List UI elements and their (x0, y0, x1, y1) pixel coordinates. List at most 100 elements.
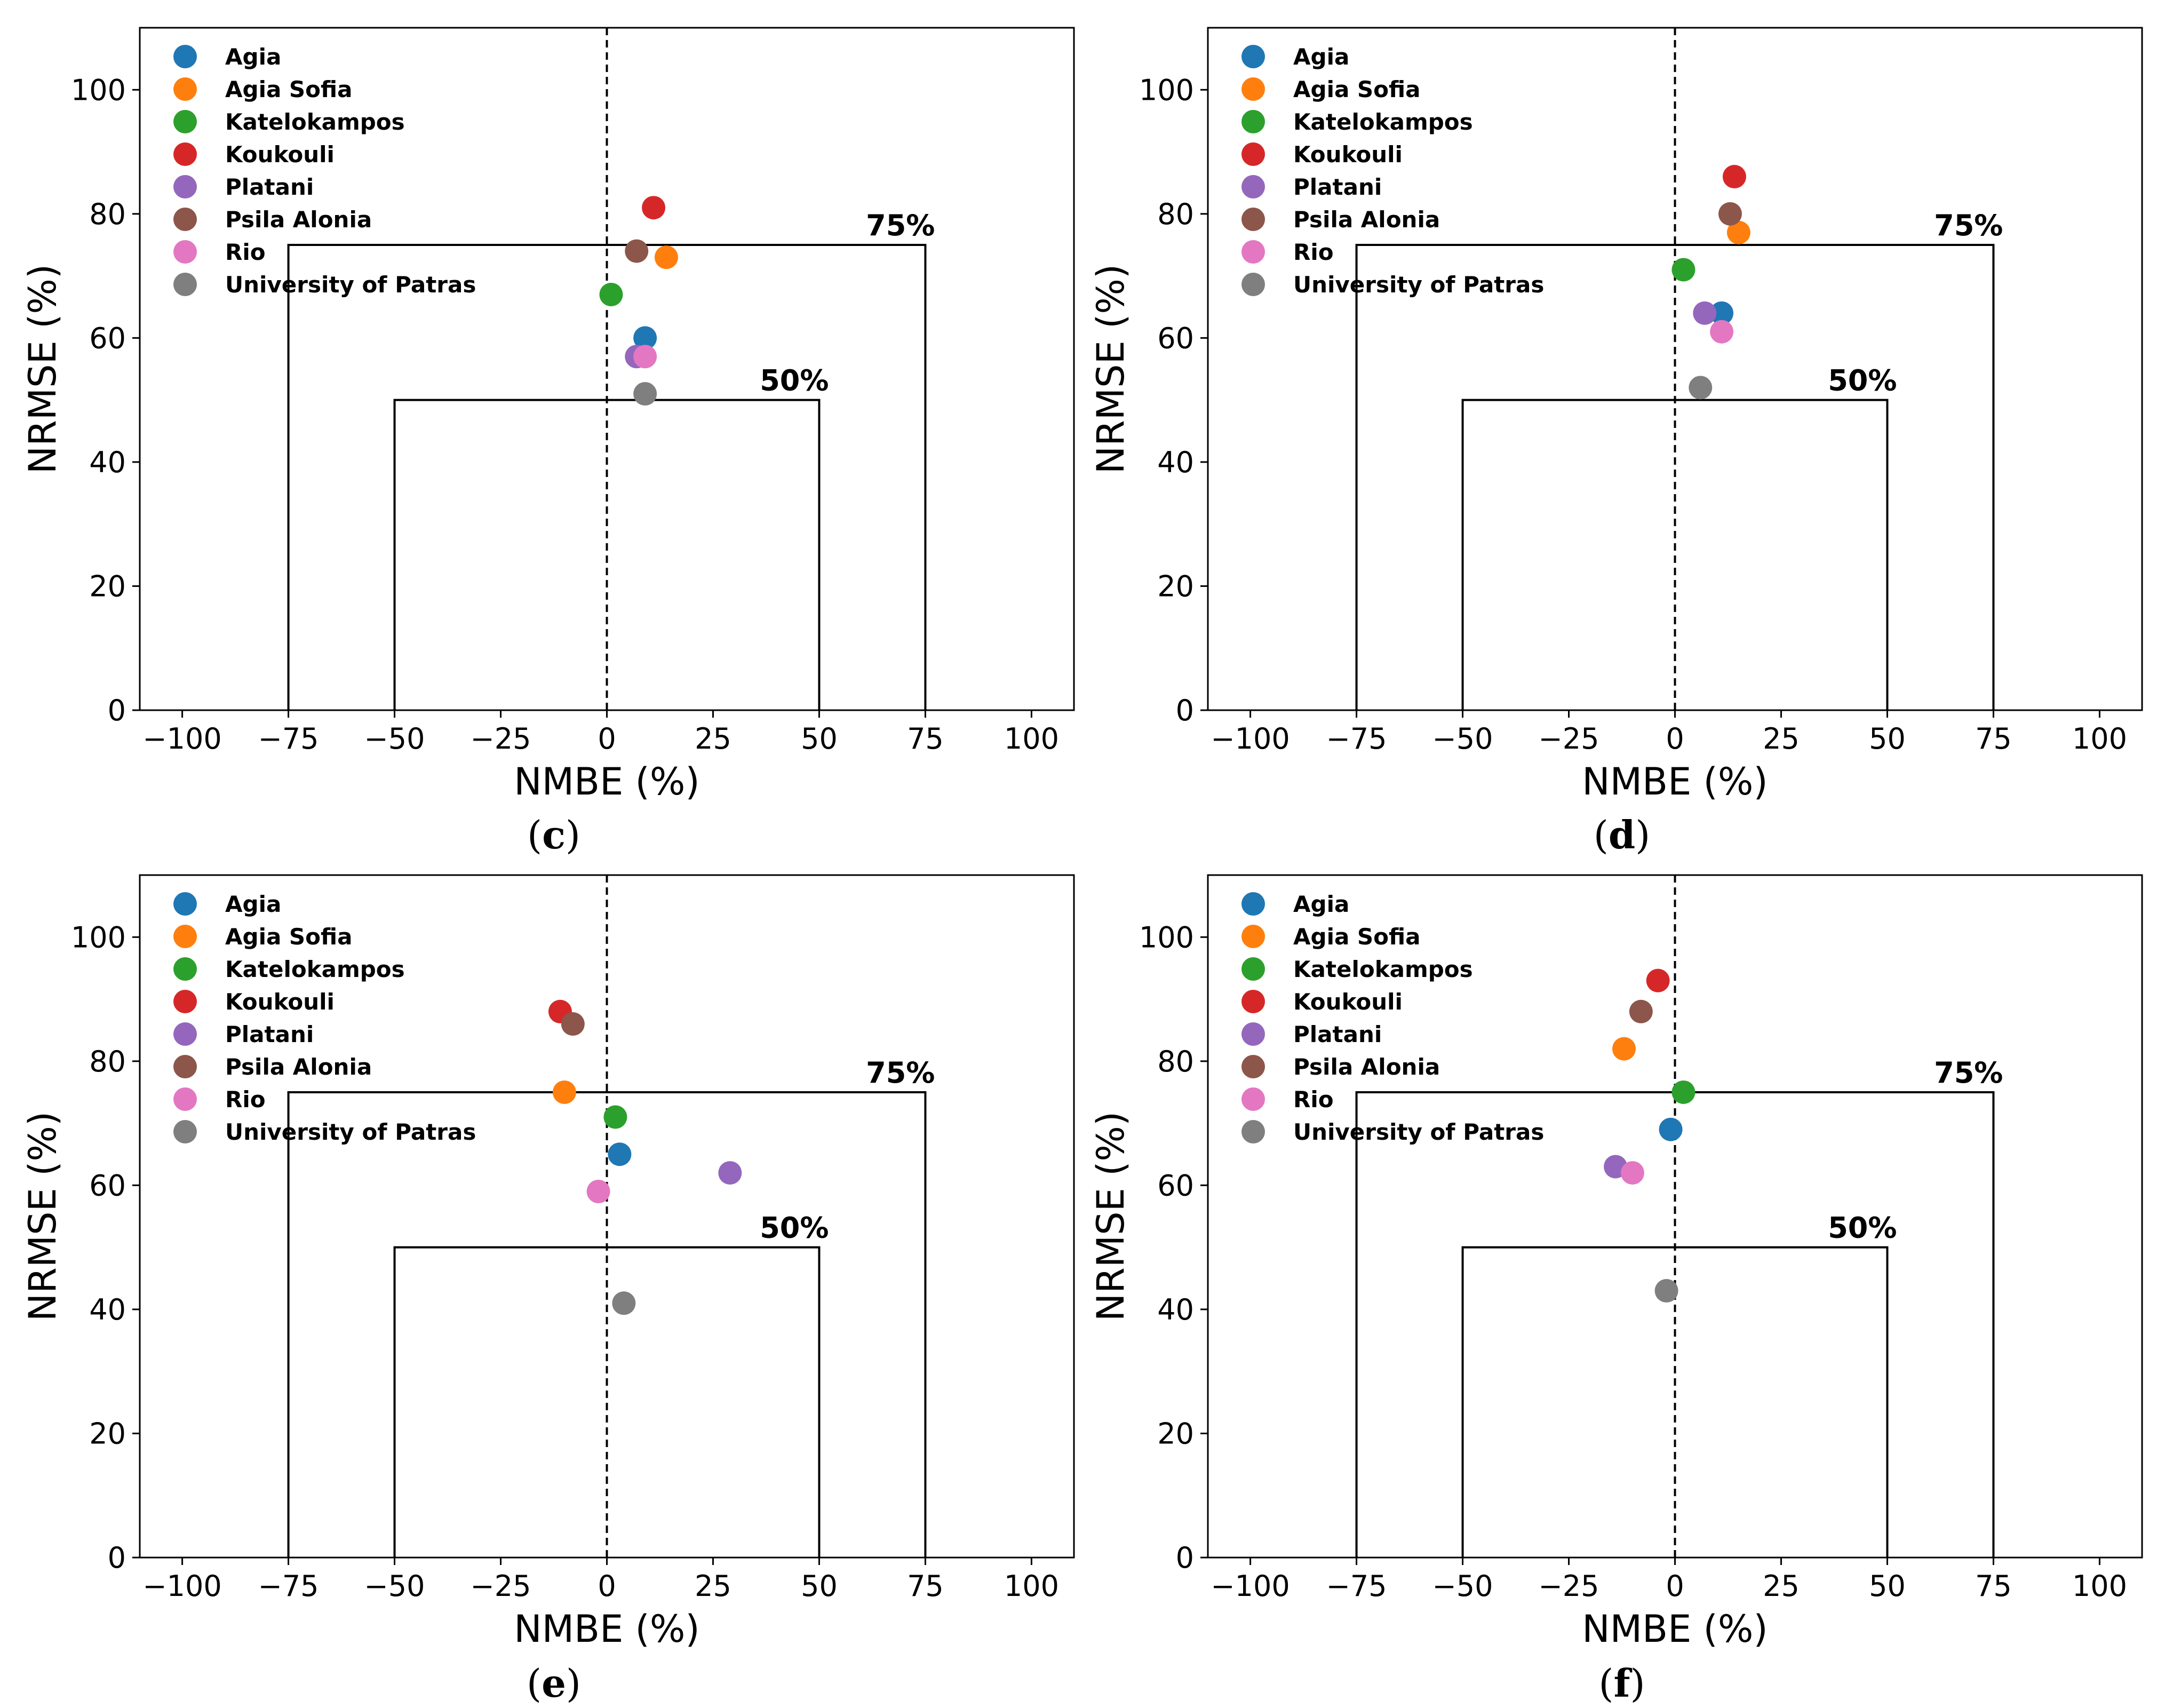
x-axis-label: NMBE (%) (514, 1607, 699, 1651)
x-tick-label: −25 (471, 722, 531, 756)
data-point-agia-sofia (1612, 1037, 1636, 1061)
legend-marker (1241, 77, 1265, 101)
legend-marker (1241, 45, 1265, 68)
reference-box-0 (287, 243, 927, 710)
legend-marker (173, 957, 197, 981)
panel-label: (c) (527, 812, 580, 857)
legend-marker (1241, 142, 1265, 166)
legend-entry: Katelokampos (225, 956, 405, 982)
x-tick-label: −50 (1432, 722, 1493, 756)
y-tick-label: 0 (108, 1541, 126, 1575)
x-tick-label: −50 (1432, 1569, 1493, 1603)
reference-box-label: 75% (866, 209, 935, 242)
x-tick-label: 50 (1869, 1569, 1906, 1603)
legend-marker (1241, 892, 1265, 916)
legend-marker (1241, 1120, 1265, 1143)
legend-entry: Katelokampos (225, 109, 405, 135)
x-axis-label: NMBE (%) (514, 760, 699, 804)
legend-entry: University of Patras (225, 272, 476, 298)
panel-label-letter: d (1609, 812, 1635, 857)
legend-entry: Rio (1293, 239, 1334, 265)
x-tick-label: −75 (258, 722, 319, 756)
chart-panel-e: 75% 50% −100 −75 −50 −25 0 25 50 75 100 0 20 40 60 80 10… (21, 874, 1075, 1706)
x-tick-label: −25 (471, 1569, 531, 1603)
x-tick-label: 100 (1004, 1569, 1059, 1603)
x-tick-label: 75 (907, 1569, 944, 1603)
data-point-psila-alonia (1629, 999, 1653, 1023)
x-tick-label: 100 (2072, 1569, 2127, 1603)
data-point-university-of-patras (1654, 1279, 1678, 1303)
legend-marker (173, 1120, 197, 1143)
data-point-katelokampos (599, 282, 623, 306)
legend-marker (173, 240, 197, 264)
reference-box-label: 75% (1934, 209, 2003, 242)
legend-entry: Platani (225, 1021, 314, 1047)
y-tick-label: 40 (1157, 1293, 1194, 1326)
y-tick-label: 60 (89, 1169, 126, 1202)
x-tick-label: 25 (695, 722, 731, 756)
legend-entry: Agia (225, 44, 281, 70)
data-point-rio (1620, 1161, 1644, 1185)
panel-label: (e) (527, 1661, 581, 1705)
legend-marker (1241, 208, 1265, 231)
x-tick-label: 50 (801, 1569, 838, 1603)
panel-label: (d) (1594, 812, 1651, 857)
legend: Agia Agia Sofia Katelokampos Koukouli Platan… (1241, 44, 1544, 298)
y-tick-label: 20 (89, 569, 126, 603)
reference-box-label: 50% (1828, 1211, 1897, 1245)
legend-marker (1241, 175, 1265, 198)
x-axis-label: NMBE (%) (1582, 760, 1768, 804)
legend-marker (173, 142, 197, 166)
y-tick-label: 20 (1157, 569, 1194, 603)
x-tick-label: 100 (1004, 722, 1059, 756)
x-tick-label: −25 (1539, 722, 1599, 756)
y-tick-label: 100 (71, 920, 126, 954)
data-point-university-of-patras (1689, 376, 1713, 400)
x-tick-label: 75 (907, 722, 944, 756)
y-axis-label: NRMSE (%) (21, 1111, 65, 1321)
legend-entry: Katelokampos (1293, 109, 1473, 135)
legend-entry: Platani (225, 174, 314, 200)
y-tick-label: 40 (1157, 446, 1194, 479)
legend-marker (1241, 1055, 1265, 1078)
legend-marker (1241, 273, 1265, 296)
legend-entry: Psila Alonia (225, 1054, 372, 1080)
x-tick-label: 50 (1869, 722, 1906, 756)
legend-entry: Koukouli (225, 989, 335, 1015)
legend-entry: Platani (1293, 1021, 1382, 1047)
y-tick-label: 0 (1176, 1541, 1194, 1575)
y-tick-label: 80 (89, 197, 126, 231)
panel-label-open: ( (1594, 813, 1609, 857)
y-axis-label: NRMSE (%) (1089, 264, 1133, 474)
legend: Agia Agia Sofia Katelokampos Koukouli Platan… (173, 891, 476, 1145)
panel-label-open: ( (1598, 1661, 1613, 1705)
legend-entry: Rio (225, 239, 266, 265)
legend-entry: Agia Sofia (225, 924, 353, 950)
x-axis-label: NMBE (%) (1582, 1607, 1768, 1651)
legend-entry: Rio (1293, 1086, 1334, 1113)
x-tick-label: −75 (258, 1569, 319, 1603)
y-tick-label: 60 (1157, 321, 1194, 355)
x-tick-label: −50 (364, 1569, 425, 1603)
legend-entry: University of Patras (1293, 1119, 1544, 1145)
x-tick-label: −100 (1211, 722, 1290, 756)
y-tick-label: 40 (89, 1293, 126, 1326)
reference-box-0 (1355, 243, 1995, 710)
panel-label-open: ( (527, 1661, 542, 1705)
panel-label-close: ) (1635, 813, 1650, 857)
legend-marker (1241, 925, 1265, 948)
panel-label: (f) (1598, 1661, 1645, 1705)
y-tick-label: 100 (1139, 73, 1194, 107)
legend-entry: Koukouli (1293, 141, 1403, 168)
data-point-koukouli (1646, 968, 1670, 992)
reference-box-0 (287, 1091, 927, 1558)
data-point-rio (586, 1179, 610, 1203)
data-point-platani (718, 1161, 742, 1185)
panel-label-letter: c (542, 812, 566, 857)
x-tick-label: 0 (598, 1569, 616, 1603)
x-tick-label: 0 (1666, 722, 1684, 756)
reference-box-label: 75% (866, 1056, 935, 1090)
y-tick-label: 80 (1157, 1045, 1194, 1078)
